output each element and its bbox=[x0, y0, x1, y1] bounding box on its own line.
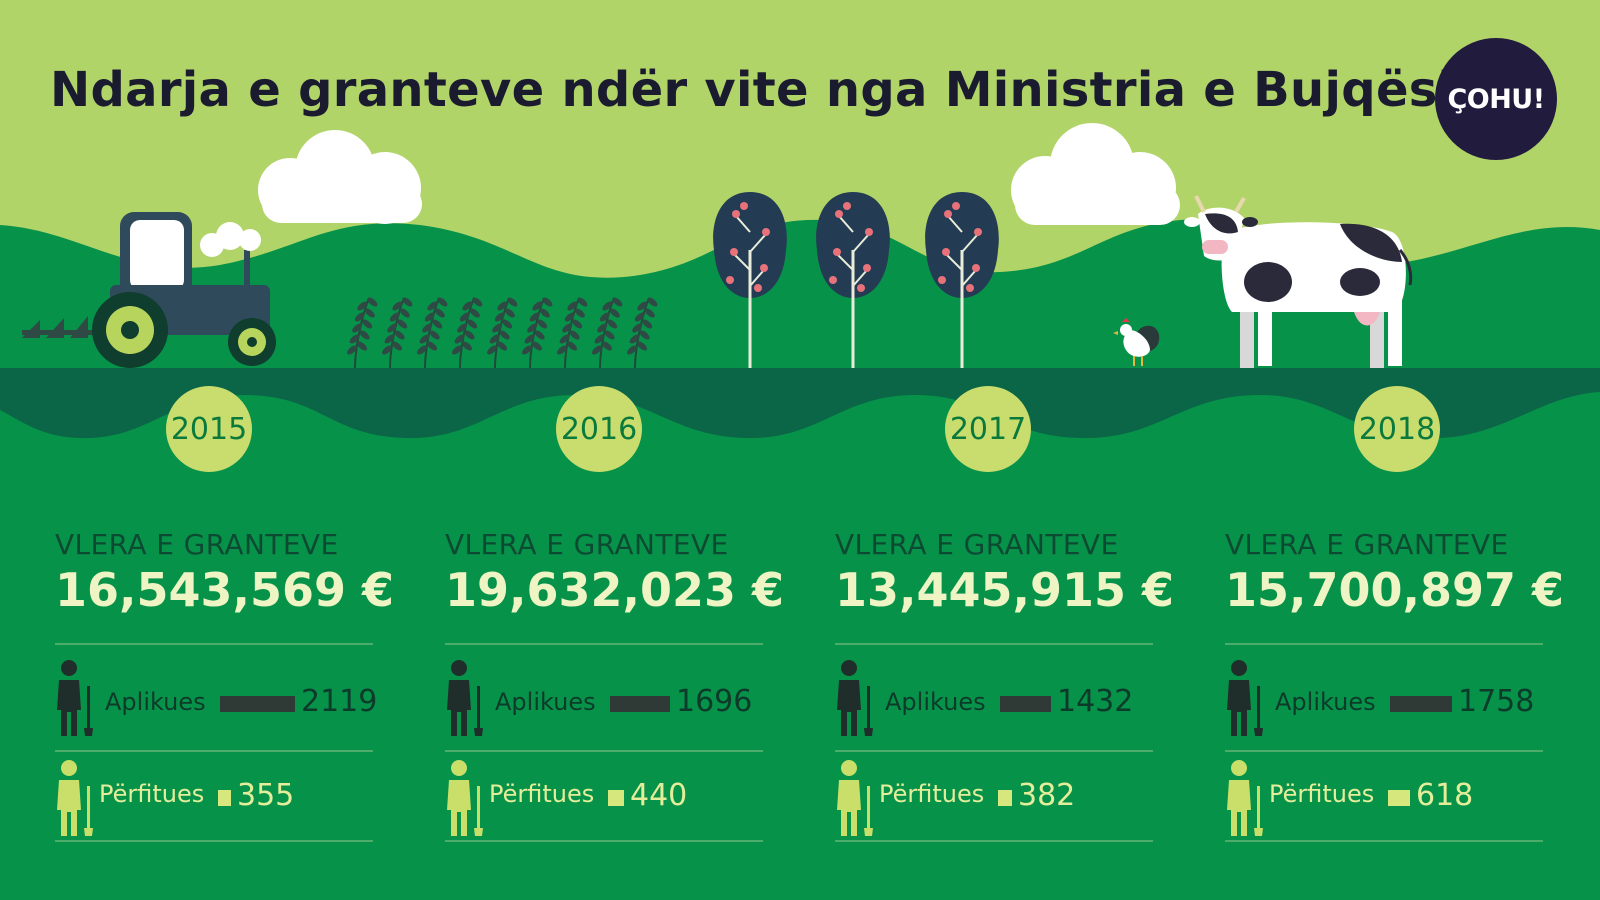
beneficiaries-label: Përfitues bbox=[1269, 780, 1375, 808]
divider bbox=[835, 643, 1153, 645]
beneficiaries-label: Përfitues bbox=[879, 780, 985, 808]
farmer-icon bbox=[447, 760, 483, 836]
beneficiaries-count: 355 bbox=[237, 778, 295, 813]
year-badge-2016: 2016 bbox=[556, 386, 642, 472]
year-column-2015: VLERA E GRANTEVE 16,543,569 € Aplikues 2… bbox=[55, 528, 395, 842]
divider bbox=[1225, 643, 1543, 645]
applicants-count: 1432 bbox=[1057, 684, 1134, 719]
divider bbox=[55, 840, 373, 842]
wheat-stalk-icon bbox=[627, 297, 658, 369]
farmer-icon bbox=[57, 660, 93, 736]
year-column-2018: VLERA E GRANTEVE 15,700,897 € Aplikues 1… bbox=[1225, 528, 1565, 842]
divider bbox=[835, 750, 1153, 752]
cloud-right bbox=[1011, 123, 1180, 225]
applicants-count: 1696 bbox=[676, 684, 753, 719]
farmer-icon bbox=[1227, 660, 1263, 736]
fruit-tree-icon bbox=[925, 192, 999, 368]
beneficiaries-label: Përfitues bbox=[489, 780, 595, 808]
wheat-field-icon bbox=[347, 297, 658, 369]
beneficiaries-row: Përfitues 382 bbox=[835, 758, 1155, 838]
applicants-bar bbox=[610, 696, 670, 712]
grant-value: 13,445,915 € bbox=[835, 563, 1175, 617]
beneficiaries-count: 382 bbox=[1018, 778, 1076, 813]
cow-icon bbox=[1184, 195, 1413, 368]
wheat-stalk-icon bbox=[347, 297, 378, 369]
applicants-bar bbox=[1000, 696, 1051, 712]
grant-value: 16,543,569 € bbox=[55, 563, 395, 617]
wheat-stalk-icon bbox=[522, 297, 553, 369]
grant-value-label: VLERA E GRANTEVE bbox=[445, 528, 729, 561]
beneficiaries-bar bbox=[608, 790, 624, 806]
year-badge-2017: 2017 bbox=[945, 386, 1031, 472]
divider bbox=[55, 750, 373, 752]
applicants-bar bbox=[220, 696, 295, 712]
divider bbox=[445, 840, 763, 842]
applicants-bar bbox=[1390, 696, 1452, 712]
year-badge-2018: 2018 bbox=[1354, 386, 1440, 472]
beneficiaries-bar bbox=[998, 790, 1012, 806]
applicants-label: Aplikues bbox=[105, 688, 206, 716]
beneficiaries-row: Përfitues 440 bbox=[445, 758, 765, 838]
year-badge-2015: 2015 bbox=[166, 386, 252, 472]
year-column-2016: VLERA E GRANTEVE 19,632,023 € Aplikues 1… bbox=[445, 528, 785, 842]
applicants-row: Aplikues 1432 bbox=[835, 658, 1155, 738]
rooster-icon bbox=[1113, 318, 1160, 366]
applicants-count: 1758 bbox=[1458, 684, 1535, 719]
divider bbox=[1225, 750, 1543, 752]
farmer-icon bbox=[57, 760, 93, 836]
beneficiaries-label: Përfitues bbox=[99, 780, 205, 808]
beneficiaries-bar bbox=[218, 790, 231, 806]
beneficiaries-count: 618 bbox=[1416, 778, 1474, 813]
beneficiaries-count: 440 bbox=[630, 778, 688, 813]
divider bbox=[55, 643, 373, 645]
fruit-tree-icon bbox=[713, 192, 787, 368]
wheat-stalk-icon bbox=[487, 297, 518, 369]
cohu-logo: ÇOHU! bbox=[1435, 38, 1557, 160]
tractor-icon bbox=[22, 212, 276, 368]
applicants-label: Aplikues bbox=[495, 688, 596, 716]
farmer-icon bbox=[837, 660, 873, 736]
beneficiaries-bar bbox=[1388, 790, 1410, 806]
wheat-stalk-icon bbox=[382, 297, 413, 369]
farmer-icon bbox=[1227, 760, 1263, 836]
year-column-2017: VLERA E GRANTEVE 13,445,915 € Aplikues 1… bbox=[835, 528, 1175, 842]
divider bbox=[445, 750, 763, 752]
fruit-trees-icon bbox=[713, 192, 999, 368]
farmer-icon bbox=[447, 660, 483, 736]
beneficiaries-row: Përfitues 355 bbox=[55, 758, 375, 838]
page-title: Ndarja e granteve ndër vite nga Ministri… bbox=[50, 62, 1517, 118]
applicants-row: Aplikues 1758 bbox=[1225, 658, 1545, 738]
applicants-label: Aplikues bbox=[885, 688, 986, 716]
divider bbox=[835, 840, 1153, 842]
wheat-stalk-icon bbox=[592, 297, 623, 369]
grant-value: 19,632,023 € bbox=[445, 563, 785, 617]
applicants-count: 2119 bbox=[301, 684, 378, 719]
farmer-icon bbox=[837, 760, 873, 836]
applicants-row: Aplikues 2119 bbox=[55, 658, 378, 738]
wheat-stalk-icon bbox=[417, 297, 448, 369]
fruit-tree-icon bbox=[816, 192, 890, 368]
grant-value: 15,700,897 € bbox=[1225, 563, 1565, 617]
beneficiaries-row: Përfitues 618 bbox=[1225, 758, 1545, 838]
grant-value-label: VLERA E GRANTEVE bbox=[835, 528, 1119, 561]
wheat-stalk-icon bbox=[452, 297, 483, 369]
cloud-left bbox=[258, 130, 422, 224]
applicants-row: Aplikues 1696 bbox=[445, 658, 765, 738]
divider bbox=[1225, 840, 1543, 842]
applicants-label: Aplikues bbox=[1275, 688, 1376, 716]
divider bbox=[445, 643, 763, 645]
wheat-stalk-icon bbox=[557, 297, 588, 369]
grant-value-label: VLERA E GRANTEVE bbox=[1225, 528, 1509, 561]
grant-value-label: VLERA E GRANTEVE bbox=[55, 528, 339, 561]
